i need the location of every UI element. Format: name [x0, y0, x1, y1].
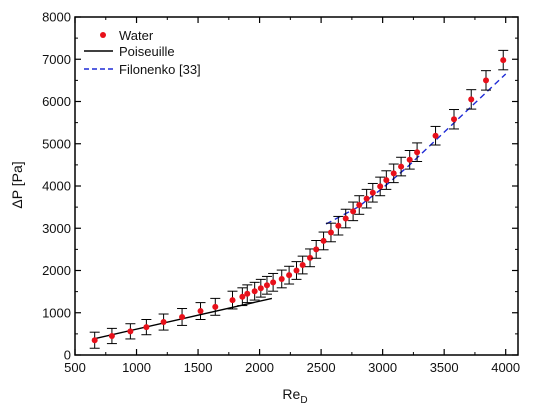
water-data-point [197, 308, 204, 315]
water-data-point [299, 262, 306, 269]
y-tick-label: 4000 [42, 179, 71, 194]
water-data-point [244, 290, 251, 297]
water-data-point [369, 189, 376, 196]
water-data-point [91, 337, 98, 344]
water-data-point [286, 272, 293, 279]
y-tick-label: 5000 [42, 136, 71, 151]
water-data-point [335, 222, 342, 229]
y-tick-label: 1000 [42, 305, 71, 320]
legend: Water Poiseuille Filonenko [33] [84, 28, 201, 77]
water-data-point [257, 285, 264, 292]
x-axis-title-main: Re [282, 386, 300, 402]
water-data-point [270, 279, 277, 286]
legend-water-label: Water [119, 28, 154, 43]
water-data-point [390, 170, 397, 177]
y-tick-label: 0 [64, 348, 71, 363]
water-data-point [363, 195, 370, 202]
water-data-point [468, 96, 475, 103]
x-tick-label: 2000 [245, 360, 274, 375]
legend-water-marker [100, 32, 106, 38]
water-data-point [313, 246, 320, 253]
water-data-point [127, 328, 134, 335]
water-data-point [293, 267, 300, 274]
x-tick-label: 1500 [184, 360, 213, 375]
x-tick-label: 2500 [307, 360, 336, 375]
legend-poiseuille-label: Poiseuille [119, 44, 175, 59]
water-data-point [406, 156, 413, 163]
x-tick-label: 3500 [430, 360, 459, 375]
water-data-point [383, 177, 390, 184]
x-axis-title-subscript: D [300, 395, 307, 406]
water-data-point [307, 254, 314, 261]
water-data-point [451, 116, 458, 123]
x-tick-label: 3000 [368, 360, 397, 375]
filonenko-33-line [325, 73, 507, 225]
water-data-point [251, 288, 258, 295]
water-data-point [278, 275, 285, 282]
water-data-point [229, 297, 236, 304]
y-tick-label: 2000 [42, 263, 71, 278]
legend-filonenko-label: Filonenko [33] [119, 62, 201, 77]
plot-frame [74, 16, 519, 356]
water-data-point [160, 319, 167, 326]
water-data-point [500, 57, 507, 64]
water-data-point [212, 303, 219, 310]
y-tick-label: 3000 [42, 221, 71, 236]
water-data-point [320, 237, 327, 244]
water-data-point [432, 132, 439, 139]
water-data-point [398, 163, 405, 170]
water-data-point [179, 313, 186, 320]
y-axis-title: ΔP [Pa] [9, 161, 25, 208]
water-data-point [239, 293, 246, 300]
water-points [89, 49, 509, 349]
y-tick-label: 6000 [42, 94, 71, 109]
y-tick-label: 7000 [42, 52, 71, 67]
water-data-point [108, 332, 115, 339]
x-tick-label: 500 [64, 360, 86, 375]
water-data-point [356, 202, 363, 209]
axis-ticks: 500 1000 1500 2000 2500 3000 3500 4000 0 1000 2000… [42, 10, 520, 376]
water-data-point [483, 77, 490, 84]
water-data-point [414, 149, 421, 156]
x-tick-label: 4000 [491, 360, 520, 375]
water-data-point [350, 208, 357, 215]
water-data-point [263, 282, 270, 289]
water-data-point [342, 215, 349, 222]
x-axis-title: ReD [282, 386, 307, 406]
water-data-point [143, 324, 150, 331]
water-data-point [377, 183, 384, 190]
water-data-point [327, 229, 334, 236]
x-tick-label: 1000 [122, 360, 151, 375]
y-tick-label: 8000 [42, 10, 71, 25]
